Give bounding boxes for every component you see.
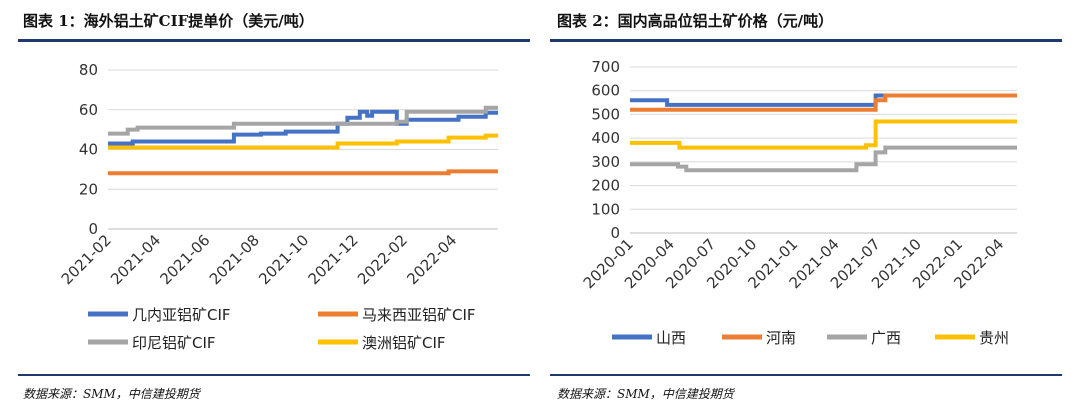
chart1-x-tick-label: 2021-10 (255, 231, 312, 288)
chart2-bottom-rule (550, 374, 1062, 376)
chart1-bottom-rule (18, 374, 530, 376)
chart1-x-tick-label: 2021-06 (157, 231, 214, 288)
chart1-x-tick-label: 2021-04 (107, 231, 164, 288)
chart2-y-tick-label: 300 (591, 153, 620, 171)
chart1-y-tick-label: 60 (79, 101, 98, 119)
chart2-y-tick-label: 700 (591, 58, 620, 76)
chart1-legend-label-3: 印尼铝矿CIF (132, 334, 216, 352)
chart2-y-tick-label: 600 (591, 82, 620, 100)
chart2-y-tick-label: 500 (591, 105, 620, 123)
chart2-legend-label-3: 广西 (871, 329, 901, 347)
chart1-series-4-line (108, 133, 498, 150)
chart1-y-tick-label: 20 (79, 180, 98, 198)
chart1-y-tick-label: 80 (79, 61, 98, 79)
chart1-legend-label-4: 澳洲铝矿CIF (362, 334, 446, 352)
chart2: 01002003004005006007002020-012020-042020… (580, 58, 1017, 347)
chart1-legend-label-1: 几内亚铝矿CIF (132, 306, 231, 324)
chart1-series-3-line (108, 105, 498, 136)
chart1-y-tick-label: 0 (88, 220, 98, 238)
chart2-top-rule (550, 39, 1062, 42)
chart2-title: 图表 2：国内高品位铝土矿价格（元/吨） (557, 12, 834, 30)
chart1-source: 数据来源：SMM，中信建投期货 (23, 387, 200, 401)
chart1-x-tick-label: 2021-02 (58, 231, 115, 288)
chart1-legend-label-2: 马来西亚铝矿CIF (362, 306, 476, 324)
chart1-x-tick-label: 2021-08 (206, 231, 263, 288)
chart2-legend-label-2: 河南 (766, 329, 796, 347)
chart1-top-rule (18, 39, 530, 42)
chart1-series-2-line (108, 169, 498, 176)
chart2-y-tick-label: 0 (610, 224, 620, 242)
chart1-y-tick-label: 40 (79, 141, 98, 159)
chart2-legend-label-4: 贵州 (979, 329, 1009, 347)
chart2-series-4-line (630, 119, 1017, 150)
chart1: 0204060802021-022021-042021-062021-08202… (58, 61, 498, 352)
chart2-y-tick-label: 400 (591, 129, 620, 147)
chart2-y-tick-label: 200 (591, 177, 620, 195)
chart2-series-3-line (630, 145, 1017, 173)
chart1-x-tick-label: 2022-04 (403, 231, 460, 288)
chart1-series-1-line (108, 109, 498, 146)
chart2-source: 数据来源：SMM，中信建投期货 (557, 387, 734, 401)
chart2-y-tick-label: 100 (591, 200, 620, 218)
chart2-legend-label-1: 山西 (656, 329, 686, 347)
chart2-series-2-line (630, 93, 1017, 112)
chart1-title: 图表 1：海外铝土矿CIF提单价（美元/吨） (23, 12, 314, 30)
chart1-x-tick-label: 2022-02 (354, 231, 411, 288)
chart1-x-tick-label: 2021-12 (305, 231, 362, 288)
